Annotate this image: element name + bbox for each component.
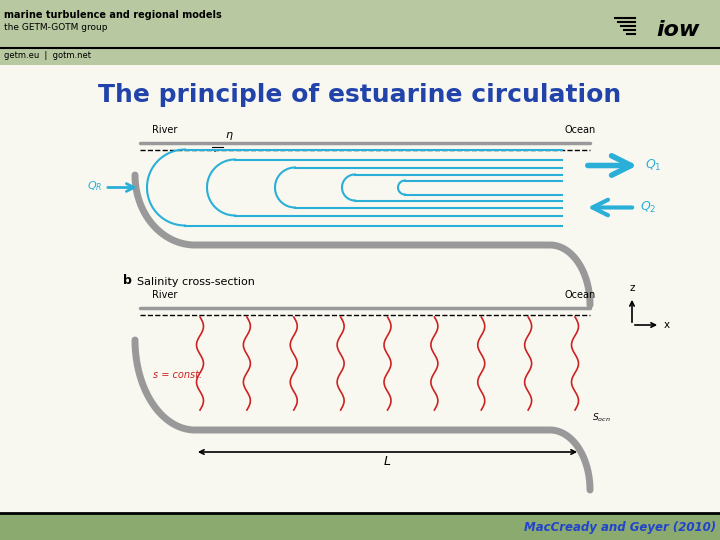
Text: $S_{ocn}$: $S_{ocn}$ (592, 412, 611, 424)
Text: River: River (153, 125, 178, 135)
Text: $Q_1$: $Q_1$ (645, 158, 662, 173)
Text: b: b (123, 274, 132, 287)
Bar (0, 0, 720, 65)
Text: $Q_2$: $Q_2$ (640, 200, 657, 215)
Text: MacCready and Geyer (2010): MacCready and Geyer (2010) (524, 521, 716, 534)
Text: marine turbulence and regional models: marine turbulence and regional models (4, 10, 222, 20)
Text: getm.eu  |  gotm.net: getm.eu | gotm.net (4, 51, 91, 60)
Text: $\eta$: $\eta$ (225, 130, 234, 142)
Text: s = const.: s = const. (153, 370, 202, 380)
Text: Ocean: Ocean (564, 290, 595, 300)
Text: L: L (384, 455, 391, 468)
Text: the GETM-GOTM group: the GETM-GOTM group (4, 23, 107, 32)
Text: The principle of estuarine circulation: The principle of estuarine circulation (99, 83, 621, 107)
Text: Ocean: Ocean (564, 125, 595, 135)
Text: iow: iow (657, 20, 700, 40)
Bar (0, 513, 720, 540)
Text: x: x (664, 320, 670, 330)
Text: Salinity cross-section: Salinity cross-section (137, 277, 255, 287)
Text: $Q_R$: $Q_R$ (86, 180, 102, 193)
Text: z: z (629, 283, 635, 293)
Text: River: River (153, 290, 178, 300)
